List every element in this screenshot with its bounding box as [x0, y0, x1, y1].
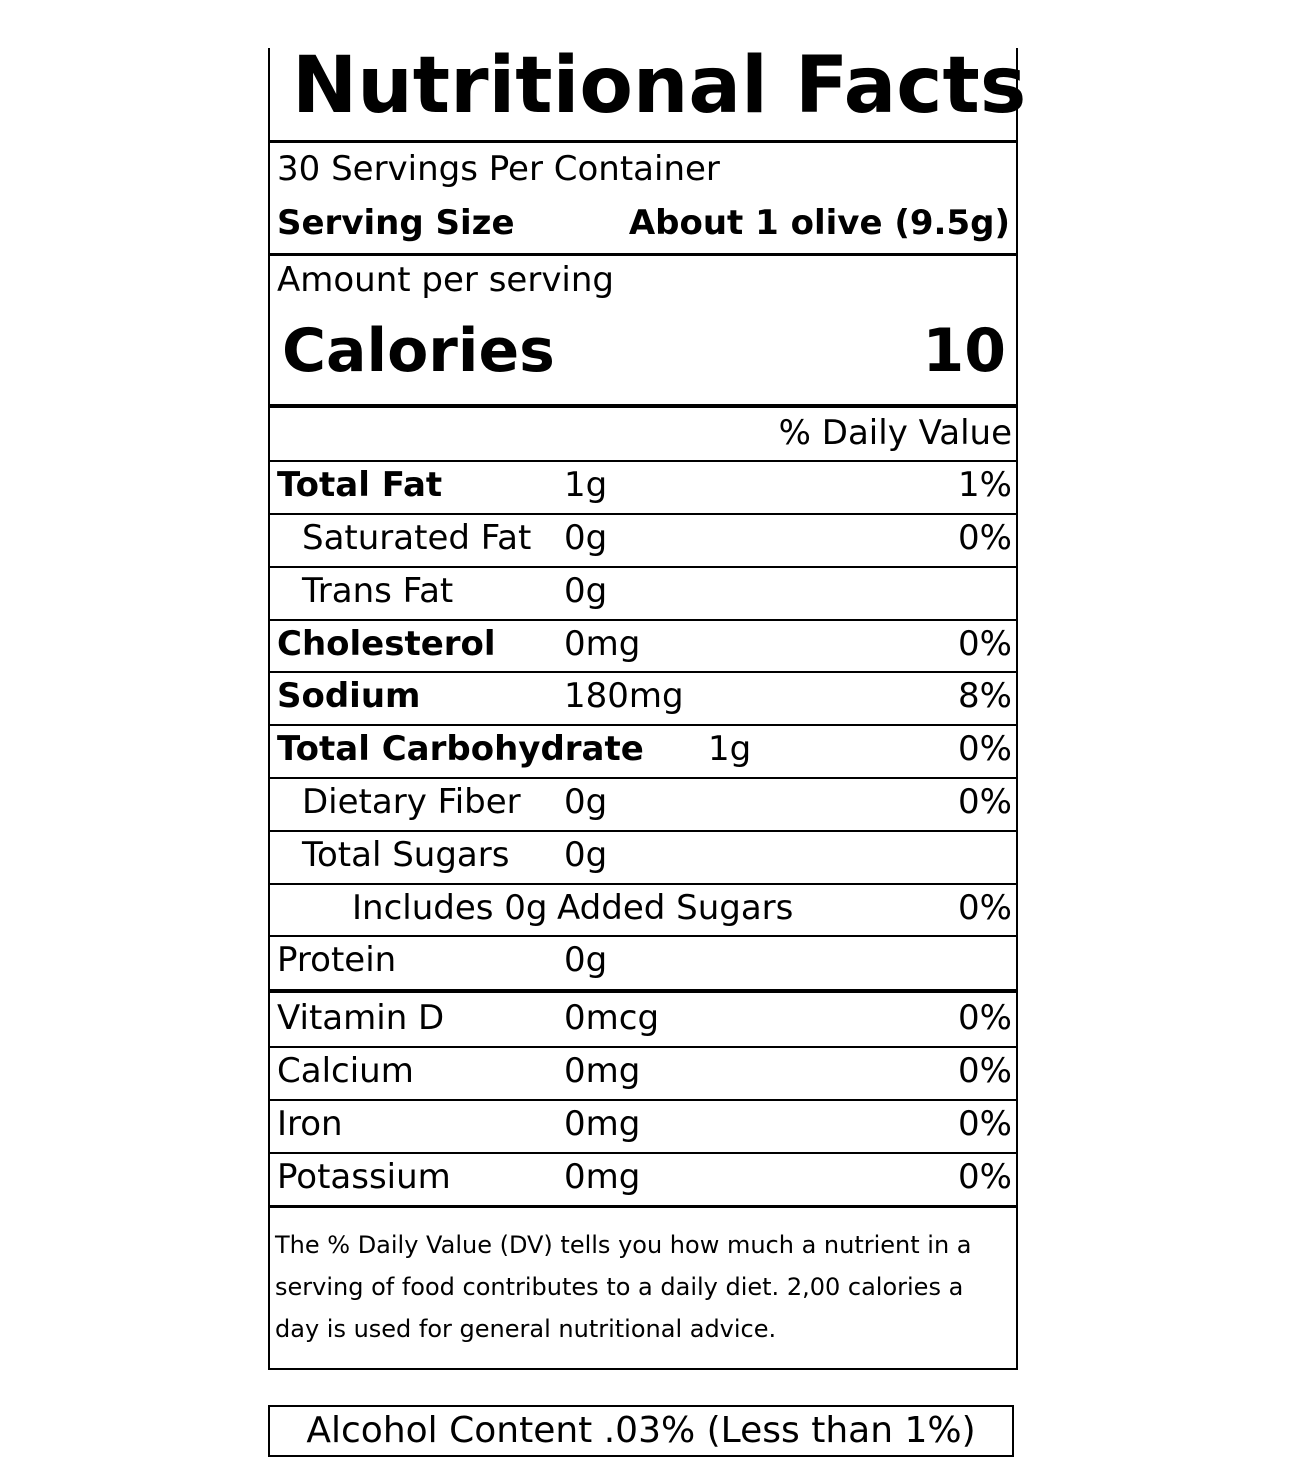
alcohol-content-box: Alcohol Content .03% (Less than 1%) — [268, 1405, 1014, 1457]
nutrient-daily-value: 0% — [958, 518, 1012, 558]
nutrient-daily-value: 8% — [958, 676, 1012, 716]
nutrient-row-trans-fat: Trans Fat 0g — [270, 566, 1016, 618]
nutrient-amount: 0g — [564, 782, 608, 822]
nutrient-amount: 0mg — [564, 624, 641, 664]
nutrient-amount: 1g — [564, 465, 608, 505]
nutrient-row-cholesterol: Cholesterol 0mg 0% — [270, 619, 1016, 671]
nutrient-name: Total Sugars — [302, 835, 510, 875]
nutrient-daily-value: 1% — [958, 465, 1012, 505]
nutrient-name: Total Carbohydrate — [277, 729, 644, 769]
nutrient-daily-value: 0% — [958, 729, 1012, 769]
divider — [270, 253, 1016, 256]
nutrient-name: Sodium — [277, 676, 421, 716]
vitamin-row-iron: Iron 0mg 0% — [270, 1099, 1016, 1151]
vitamin-name: Vitamin D — [277, 998, 445, 1038]
nutrient-row-protein: Protein 0g — [270, 935, 1016, 987]
daily-value-header: % Daily Value — [778, 413, 1012, 453]
vitamin-row-vitamin-d: Vitamin D 0mcg 0% — [270, 993, 1016, 1045]
nutrient-amount: 1g — [708, 729, 752, 769]
nutrient-name: Protein — [277, 940, 397, 980]
divider — [270, 989, 1016, 993]
calories-label: Calories — [282, 316, 555, 386]
vitamin-name: Calcium — [277, 1051, 414, 1091]
vitamin-amount: 0mcg — [564, 998, 660, 1038]
nutrient-row-dietary-fiber: Dietary Fiber 0g 0% — [270, 777, 1016, 829]
vitamin-amount: 0mg — [564, 1157, 641, 1197]
divider — [270, 404, 1016, 408]
nutrient-amount: 0g — [564, 518, 608, 558]
daily-value-footnote: The % Daily Value (DV) tells you how muc… — [275, 1231, 972, 1343]
nutrient-daily-value: 0% — [958, 888, 1012, 928]
row-divider — [270, 724, 1016, 726]
vitamin-daily-value: 0% — [958, 998, 1012, 1038]
vitamin-amount: 0mg — [564, 1104, 641, 1144]
servings-per-container: 30 Servings Per Container — [277, 149, 720, 189]
nutrient-amount: Added Sugars — [557, 888, 794, 928]
nutrient-daily-value: 0% — [958, 782, 1012, 822]
vitamin-row-calcium: Calcium 0mg 0% — [270, 1046, 1016, 1098]
nutrient-row-total-sugars: Total Sugars 0g — [270, 830, 1016, 882]
vitamin-daily-value: 0% — [958, 1104, 1012, 1144]
nutrient-daily-value: 0% — [958, 624, 1012, 664]
vitamin-amount: 0mg — [564, 1051, 641, 1091]
row-divider — [270, 777, 1016, 779]
label-title: Nutritional Facts — [292, 41, 1027, 131]
nutrient-amount: 0g — [564, 940, 608, 980]
row-divider — [270, 460, 1016, 462]
row-divider — [270, 883, 1016, 885]
row-divider — [270, 1099, 1016, 1101]
serving-size-value: About 1 olive (9.5g) — [628, 203, 1010, 243]
nutrient-name: Trans Fat — [302, 571, 454, 611]
nutrient-name: Includes 0g — [352, 888, 548, 928]
vitamin-name: Iron — [277, 1104, 343, 1144]
divider — [270, 140, 1016, 143]
nutrient-name: Saturated Fat — [302, 518, 532, 558]
nutrient-row-total-carbohydrate: Total Carbohydrate 1g 0% — [270, 724, 1016, 776]
nutrient-amount: 0g — [564, 571, 608, 611]
nutrient-row-sodium: Sodium 180mg 8% — [270, 671, 1016, 723]
nutrient-name: Total Fat — [277, 465, 443, 505]
nutrient-amount: 180mg — [564, 676, 684, 716]
nutrient-name: Cholesterol — [277, 624, 496, 664]
row-divider — [270, 513, 1016, 515]
nutrient-row-total-fat: Total Fat 1g 1% — [270, 460, 1016, 512]
vitamin-daily-value: 0% — [958, 1157, 1012, 1197]
row-divider — [270, 1152, 1016, 1154]
amount-per-serving: Amount per serving — [277, 260, 615, 300]
calories-value: 10 — [922, 316, 1007, 386]
nutrient-row-added-sugars: Includes 0g Added Sugars 0% — [270, 883, 1016, 935]
row-divider — [270, 830, 1016, 832]
row-divider — [270, 619, 1016, 621]
nutrition-facts-label: Nutritional Facts 30 Servings Per Contai… — [268, 41, 1026, 1370]
nutrient-amount: 0g — [564, 835, 608, 875]
vitamin-row-potassium: Potassium 0mg 0% — [270, 1152, 1016, 1204]
row-divider — [270, 935, 1016, 937]
nutrient-name: Dietary Fiber — [302, 782, 521, 822]
vitamin-daily-value: 0% — [958, 1051, 1012, 1091]
vitamin-name: Potassium — [277, 1157, 451, 1197]
row-divider — [270, 566, 1016, 568]
serving-size-label: Serving Size — [277, 203, 515, 243]
row-divider — [270, 1046, 1016, 1048]
nutrient-row-saturated-fat: Saturated Fat 0g 0% — [270, 513, 1016, 565]
row-divider — [270, 671, 1016, 673]
divider — [270, 1205, 1016, 1208]
